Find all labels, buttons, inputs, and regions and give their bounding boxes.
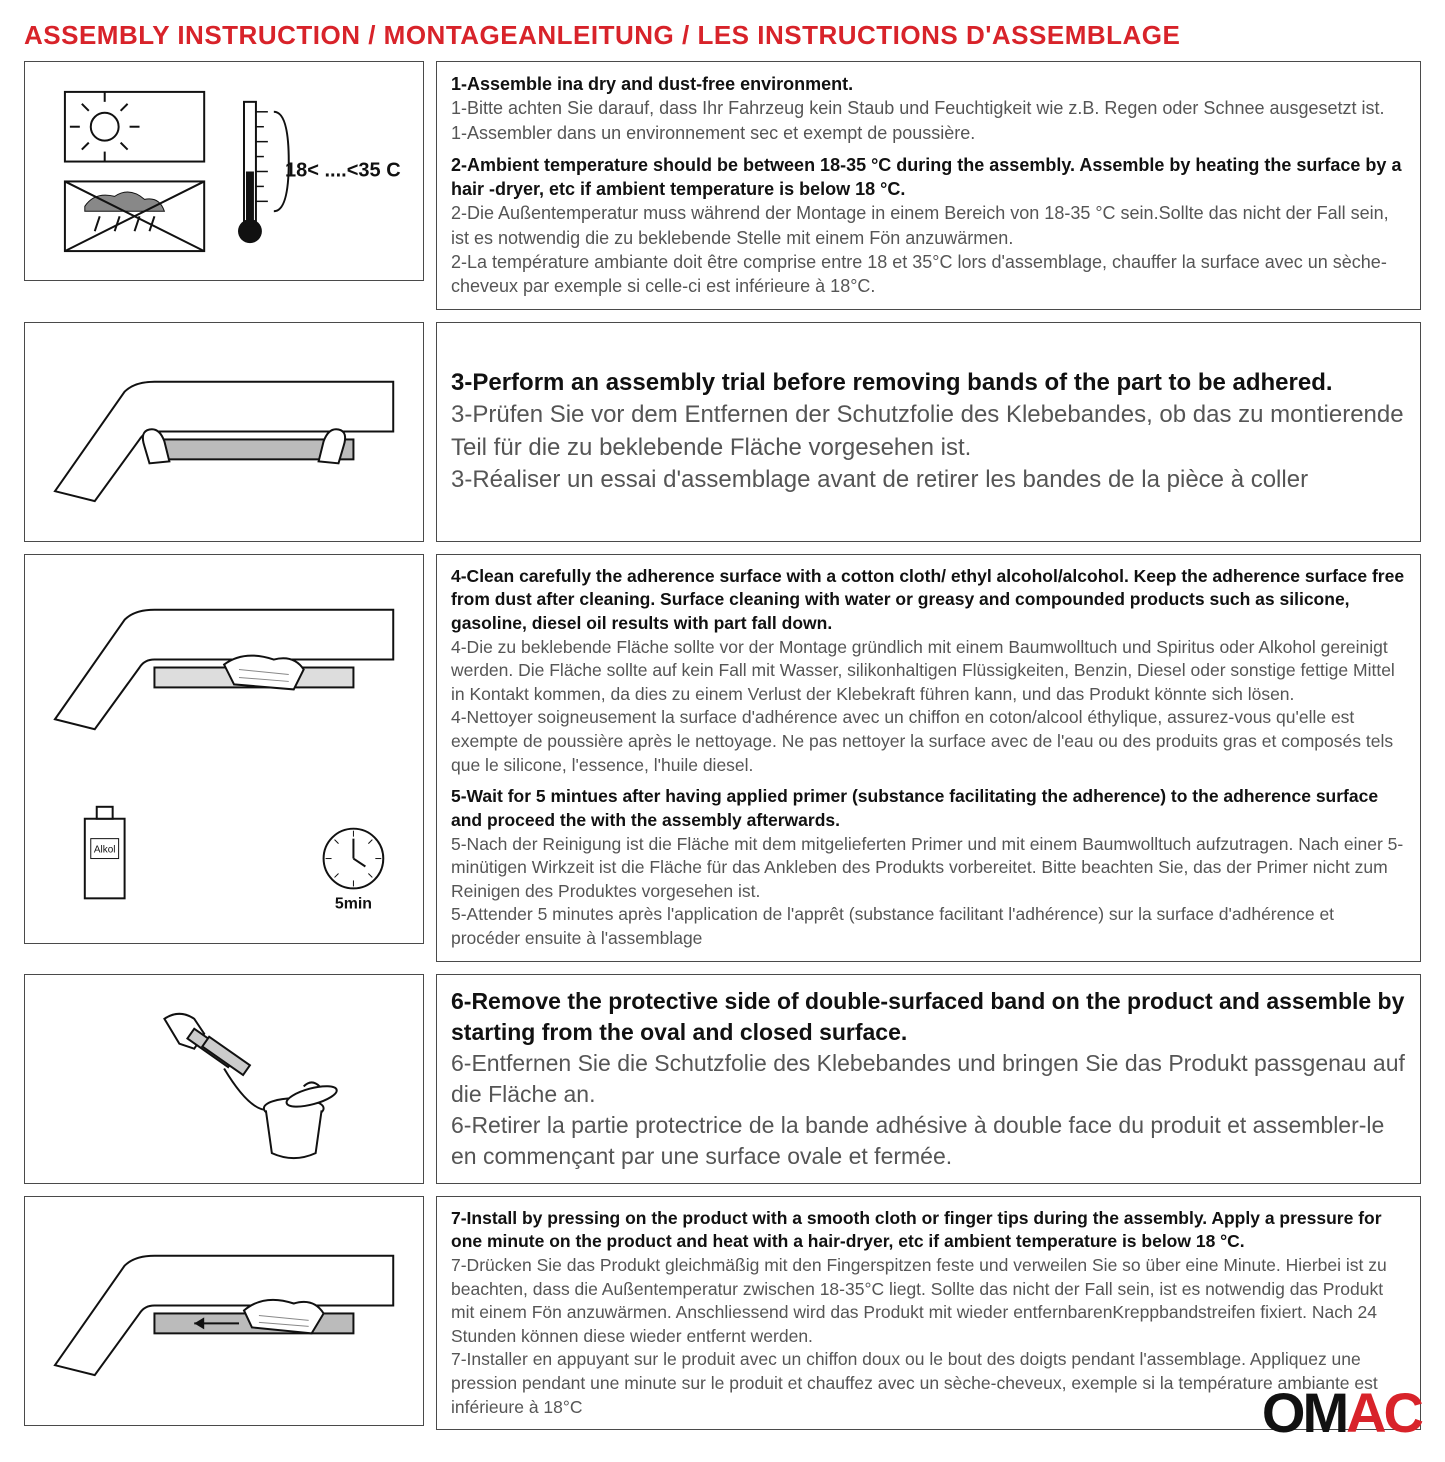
svg-text:5min: 5min: [335, 895, 372, 912]
step-3-block-2-emph: 5-Wait for 5 mintues after having applie…: [451, 786, 1378, 830]
step-1-block-2-line-2: 2-La température ambiante doit être comp…: [451, 252, 1387, 296]
step-1-block-1-emph: 1-Assemble ina dry and dust-free environ…: [451, 74, 853, 94]
temp-range-label: 18< ....<35 C: [285, 160, 401, 183]
step-1-block-2-emph: 2-Ambient temperature should be between …: [451, 155, 1401, 199]
step-3-block-2-line-1: 5-Nach der Reinigung ist die Fläche mit …: [451, 834, 1403, 901]
diagram-temp: 18< ....<35 C: [24, 61, 424, 281]
step-4-line-2: 6-Retirer la partie protectrice de la ba…: [451, 1112, 1384, 1169]
step-4-emph: 6-Remove the protective side of double-s…: [451, 988, 1404, 1045]
step-1-text: 1-Assemble ina dry and dust-free environ…: [436, 61, 1421, 310]
brand-logo: OMAC: [1262, 1380, 1421, 1445]
step-4-text: 6-Remove the protective side of double-s…: [436, 974, 1421, 1184]
logo-part-2: AC: [1346, 1381, 1421, 1444]
step-3-block-1-emph: 4-Clean carefully the adherence surface …: [451, 566, 1404, 633]
diagram-clean: Alkol 5min: [24, 554, 424, 944]
step-1-block-2-line-1: 2-Die Außentemperatur muss während der M…: [451, 203, 1389, 247]
step-1-block-1-line-1: 1-Bitte achten Sie darauf, dass Ihr Fahr…: [451, 98, 1385, 118]
alkol-label: Alkol: [94, 844, 116, 855]
step-1-block-1-line-2: 1-Assembler dans un environnement sec et…: [451, 123, 975, 143]
diagram-press: [24, 1196, 424, 1426]
logo-part-1: OM: [1262, 1381, 1346, 1444]
step-5-emph: 7-Install by pressing on the product wit…: [451, 1208, 1382, 1252]
step-5-line-1: 7-Drücken Sie das Produkt gleichmäßig mi…: [451, 1255, 1387, 1346]
step-2-line-2: 3-Réaliser un essai d'assemblage avant d…: [451, 466, 1308, 493]
diagram-trial: [24, 322, 424, 542]
step-3-block-1-line-2: 4-Nettoyer soigneusement la surface d'ad…: [451, 707, 1393, 774]
step-3-block-1-line-1: 4-Die zu beklebende Fläche sollte vor de…: [451, 637, 1395, 704]
step-row-4: 6-Remove the protective side of double-s…: [24, 974, 1421, 1184]
page-title: ASSEMBLY INSTRUCTION / MONTAGEANLEITUNG …: [24, 20, 1421, 51]
step-2-line-1: 3-Prüfen Sie vor dem Entfernen der Schut…: [451, 401, 1404, 460]
step-row-5: 7-Install by pressing on the product wit…: [24, 1196, 1421, 1431]
step-5-line-2: 7-Installer en appuyant sur le produit a…: [451, 1349, 1378, 1416]
step-row-1: 18< ....<35 C 1-Assemble ina dry and dus…: [24, 61, 1421, 310]
step-3-block-2-line-2: 5-Attender 5 minutes après l'application…: [451, 904, 1334, 948]
step-2-emph: 3-Perform an assembly trial before remov…: [451, 369, 1333, 396]
step-row-2: 3-Perform an assembly trial before remov…: [24, 322, 1421, 542]
step-3-text: 4-Clean carefully the adherence surface …: [436, 554, 1421, 962]
step-row-3: Alkol 5min 4-Clean carefully the adheren…: [24, 554, 1421, 962]
step-2-text: 3-Perform an assembly trial before remov…: [436, 322, 1421, 542]
step-4-line-1: 6-Entfernen Sie die Schutzfolie des Kleb…: [451, 1050, 1405, 1107]
diagram-peel: [24, 974, 424, 1184]
